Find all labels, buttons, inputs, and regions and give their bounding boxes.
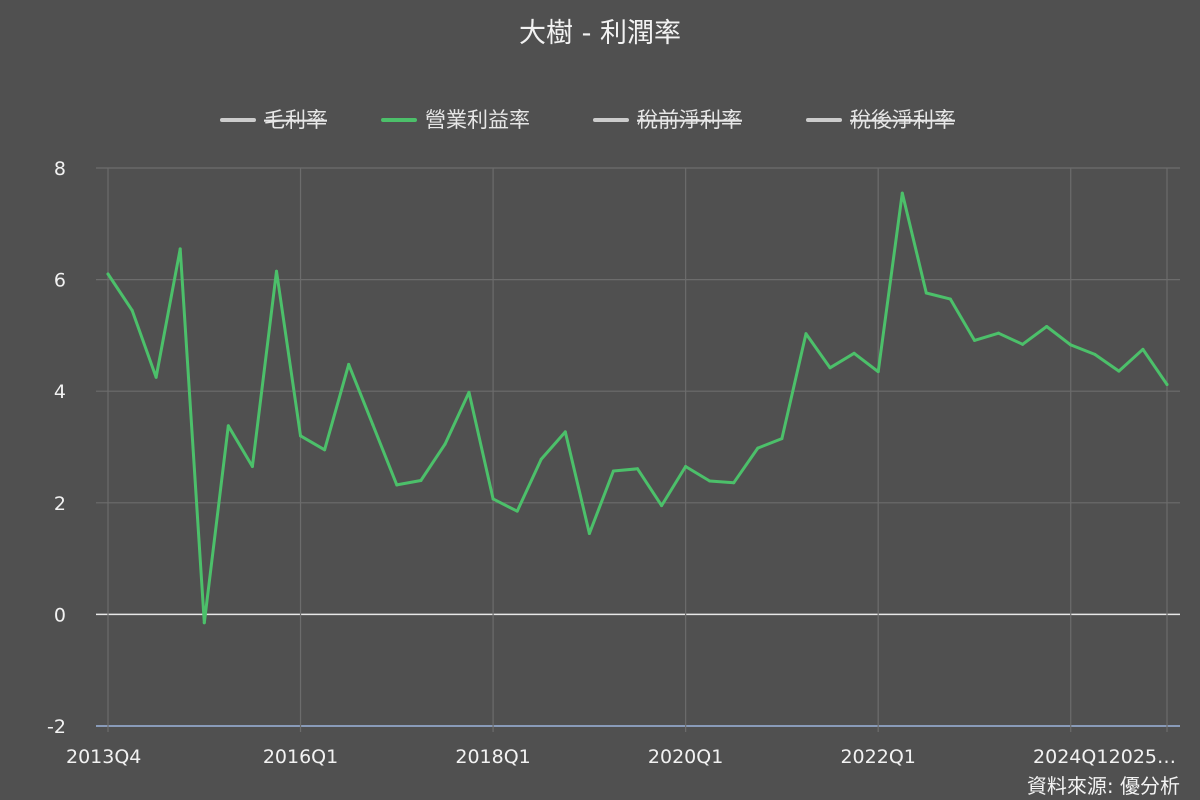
y-tick-label: 8 [54,158,66,180]
data-point[interactable] [250,465,254,469]
x-tick-label: 2018Q1 [455,746,530,768]
legend-label: 營業利益率 [425,108,530,132]
data-point[interactable] [1069,343,1073,347]
legend-label: 稅前淨利率 [637,108,742,132]
data-point[interactable] [515,509,519,513]
x-tick-label: 2022Q1 [840,746,915,768]
data-point[interactable] [467,390,471,394]
series-layer [106,191,1169,625]
y-tick-label: 6 [54,270,66,292]
data-point[interactable] [684,465,688,469]
x-tick-label: 2025… [1109,746,1176,768]
data-point[interactable] [178,247,182,251]
legend-label: 毛利率 [264,108,327,132]
series-line-1[interactable] [106,191,1169,625]
data-point[interactable] [299,434,303,438]
x-axis: 2013Q4 2016Q1 2018Q1 2020Q1 2022Q1 2024Q1 2025… [66,746,1176,768]
data-point[interactable] [202,621,206,625]
data-point[interactable] [130,308,134,312]
data-point[interactable] [804,332,808,336]
data-point[interactable] [611,469,615,473]
data-point[interactable] [154,375,158,379]
data-point[interactable] [660,504,664,508]
data-point[interactable] [1045,324,1049,328]
data-point[interactable] [1165,383,1169,387]
data-point[interactable] [636,467,639,471]
data-point[interactable] [1141,347,1145,351]
y-tick-label: 0 [54,604,66,626]
legend-item-1[interactable]: 毛利率 [220,108,327,132]
data-point[interactable] [948,297,952,301]
data-point[interactable] [876,370,880,374]
data-point[interactable] [852,351,856,355]
data-point[interactable] [419,478,423,482]
chart-title: 大樹 - 利潤率 [519,18,681,49]
x-tick-label: 2013Q4 [66,746,141,768]
data-point[interactable] [732,481,736,485]
source-credit: 資料來源: 優分析 [1027,774,1180,798]
x-tick-label: 2020Q1 [648,746,723,768]
y-tick-label: 4 [54,381,66,403]
data-point[interactable] [491,497,495,501]
y-tick-label: 2 [54,493,66,515]
data-point[interactable] [347,362,351,366]
data-point[interactable] [997,331,1001,335]
y-tick-label: -2 [47,716,66,738]
legend-item-3[interactable]: 稅前淨利率 [593,108,742,132]
legend: 毛利率 營業利益率 稅前淨利率 稅後淨利率 [220,108,955,132]
legend-item-2[interactable]: 營業利益率 [381,108,530,132]
data-point[interactable] [924,291,928,295]
x-tick-label: 2016Q1 [263,746,338,768]
data-point[interactable] [1021,342,1025,346]
data-point[interactable] [563,430,567,434]
x-tick-label: 2024Q1 [1033,746,1108,768]
data-point[interactable] [780,437,784,441]
y-axis: -2 0 2 4 6 8 [47,158,66,738]
legend-label: 稅後淨利率 [850,108,955,132]
data-point[interactable] [1093,352,1097,356]
data-point[interactable] [274,269,278,273]
data-point[interactable] [371,423,375,427]
legend-item-4[interactable]: 稅後淨利率 [806,108,955,132]
data-point[interactable] [708,479,712,483]
data-point[interactable] [106,272,110,276]
data-point[interactable] [900,191,904,195]
data-point[interactable] [539,457,543,461]
data-point[interactable] [828,366,832,370]
data-point[interactable] [226,424,230,428]
data-point[interactable] [443,442,447,446]
data-point[interactable] [1117,369,1121,373]
data-point[interactable] [323,448,327,452]
data-point[interactable] [587,531,591,535]
data-point[interactable] [756,446,760,450]
grid [96,167,1180,732]
data-point[interactable] [972,338,976,342]
data-point[interactable] [395,483,399,487]
